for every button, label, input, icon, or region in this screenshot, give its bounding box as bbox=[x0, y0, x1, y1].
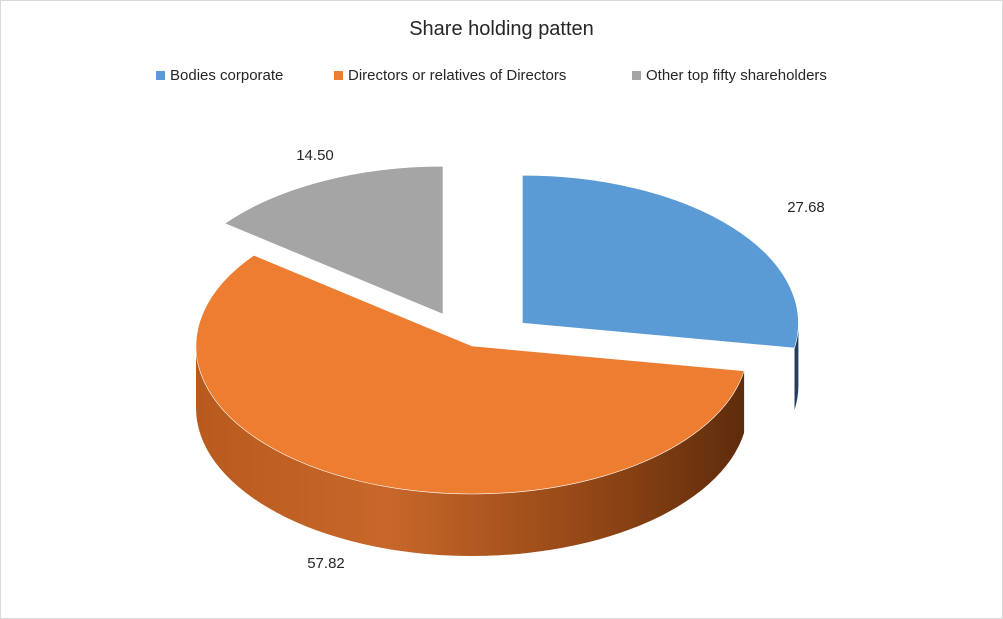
legend-item-bodies-corporate: Bodies corporate bbox=[156, 67, 283, 84]
legend-item-directors: Directors or relatives of Directors bbox=[334, 67, 566, 84]
legend-label-other-top-fifty: Other top fifty shareholders bbox=[646, 67, 827, 84]
legend-label-bodies-corporate: Bodies corporate bbox=[170, 67, 284, 84]
chart-title: Share holding patten bbox=[409, 18, 594, 40]
legend-swatch-other-top-fifty bbox=[632, 71, 641, 80]
legend-swatch-directors bbox=[334, 71, 343, 80]
pie-slice-other-top-fifty bbox=[224, 165, 444, 315]
data-label-directors: 57.82 bbox=[307, 555, 345, 572]
pie-slice-bodies-corporate bbox=[522, 174, 799, 349]
legend-item-other-top-fifty: Other top fifty shareholders bbox=[632, 67, 827, 84]
data-label-bodies-corporate: 27.68 bbox=[787, 199, 825, 216]
pie-outer-side-directors bbox=[196, 346, 745, 557]
pie-slice-directors bbox=[195, 254, 745, 495]
legend-label-directors: Directors or relatives of Directors bbox=[348, 67, 567, 84]
legend-swatch-bodies-corporate bbox=[156, 71, 165, 80]
legend: Bodies corporate Directors or relatives … bbox=[0, 67, 1003, 89]
data-label-other-top-fifty: 14.50 bbox=[296, 147, 334, 164]
